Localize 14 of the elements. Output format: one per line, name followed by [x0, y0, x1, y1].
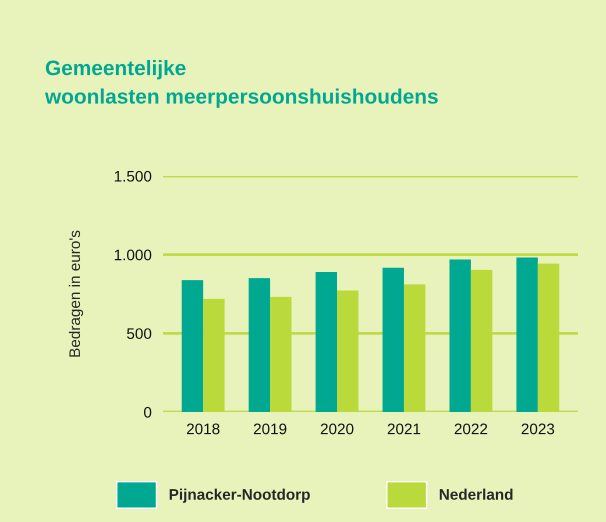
x-tick-label: 2022 [454, 424, 488, 434]
y-axis-title: Bedragen in euro's [68, 230, 84, 357]
y-tick-label: 0 [144, 406, 152, 418]
y-tick-label: 500 [127, 328, 152, 340]
x-tick-label: 2018 [186, 424, 220, 434]
y-tick-label: 1.500 [114, 170, 152, 182]
legend-label: Pijnacker-Nootdorp [170, 488, 310, 503]
x-tick-label: 2021 [388, 424, 420, 434]
chart-title: Gemeentelijke woonlasten meerpersoonshuishoudens [44, 60, 438, 108]
x-tick-label: 2019 [254, 424, 286, 434]
x-tick-label: 2023 [522, 424, 554, 434]
y-tick-label: 1.000 [114, 250, 152, 260]
legend-label: Nederland [440, 488, 512, 500]
x-tick-label: 2020 [320, 424, 354, 434]
